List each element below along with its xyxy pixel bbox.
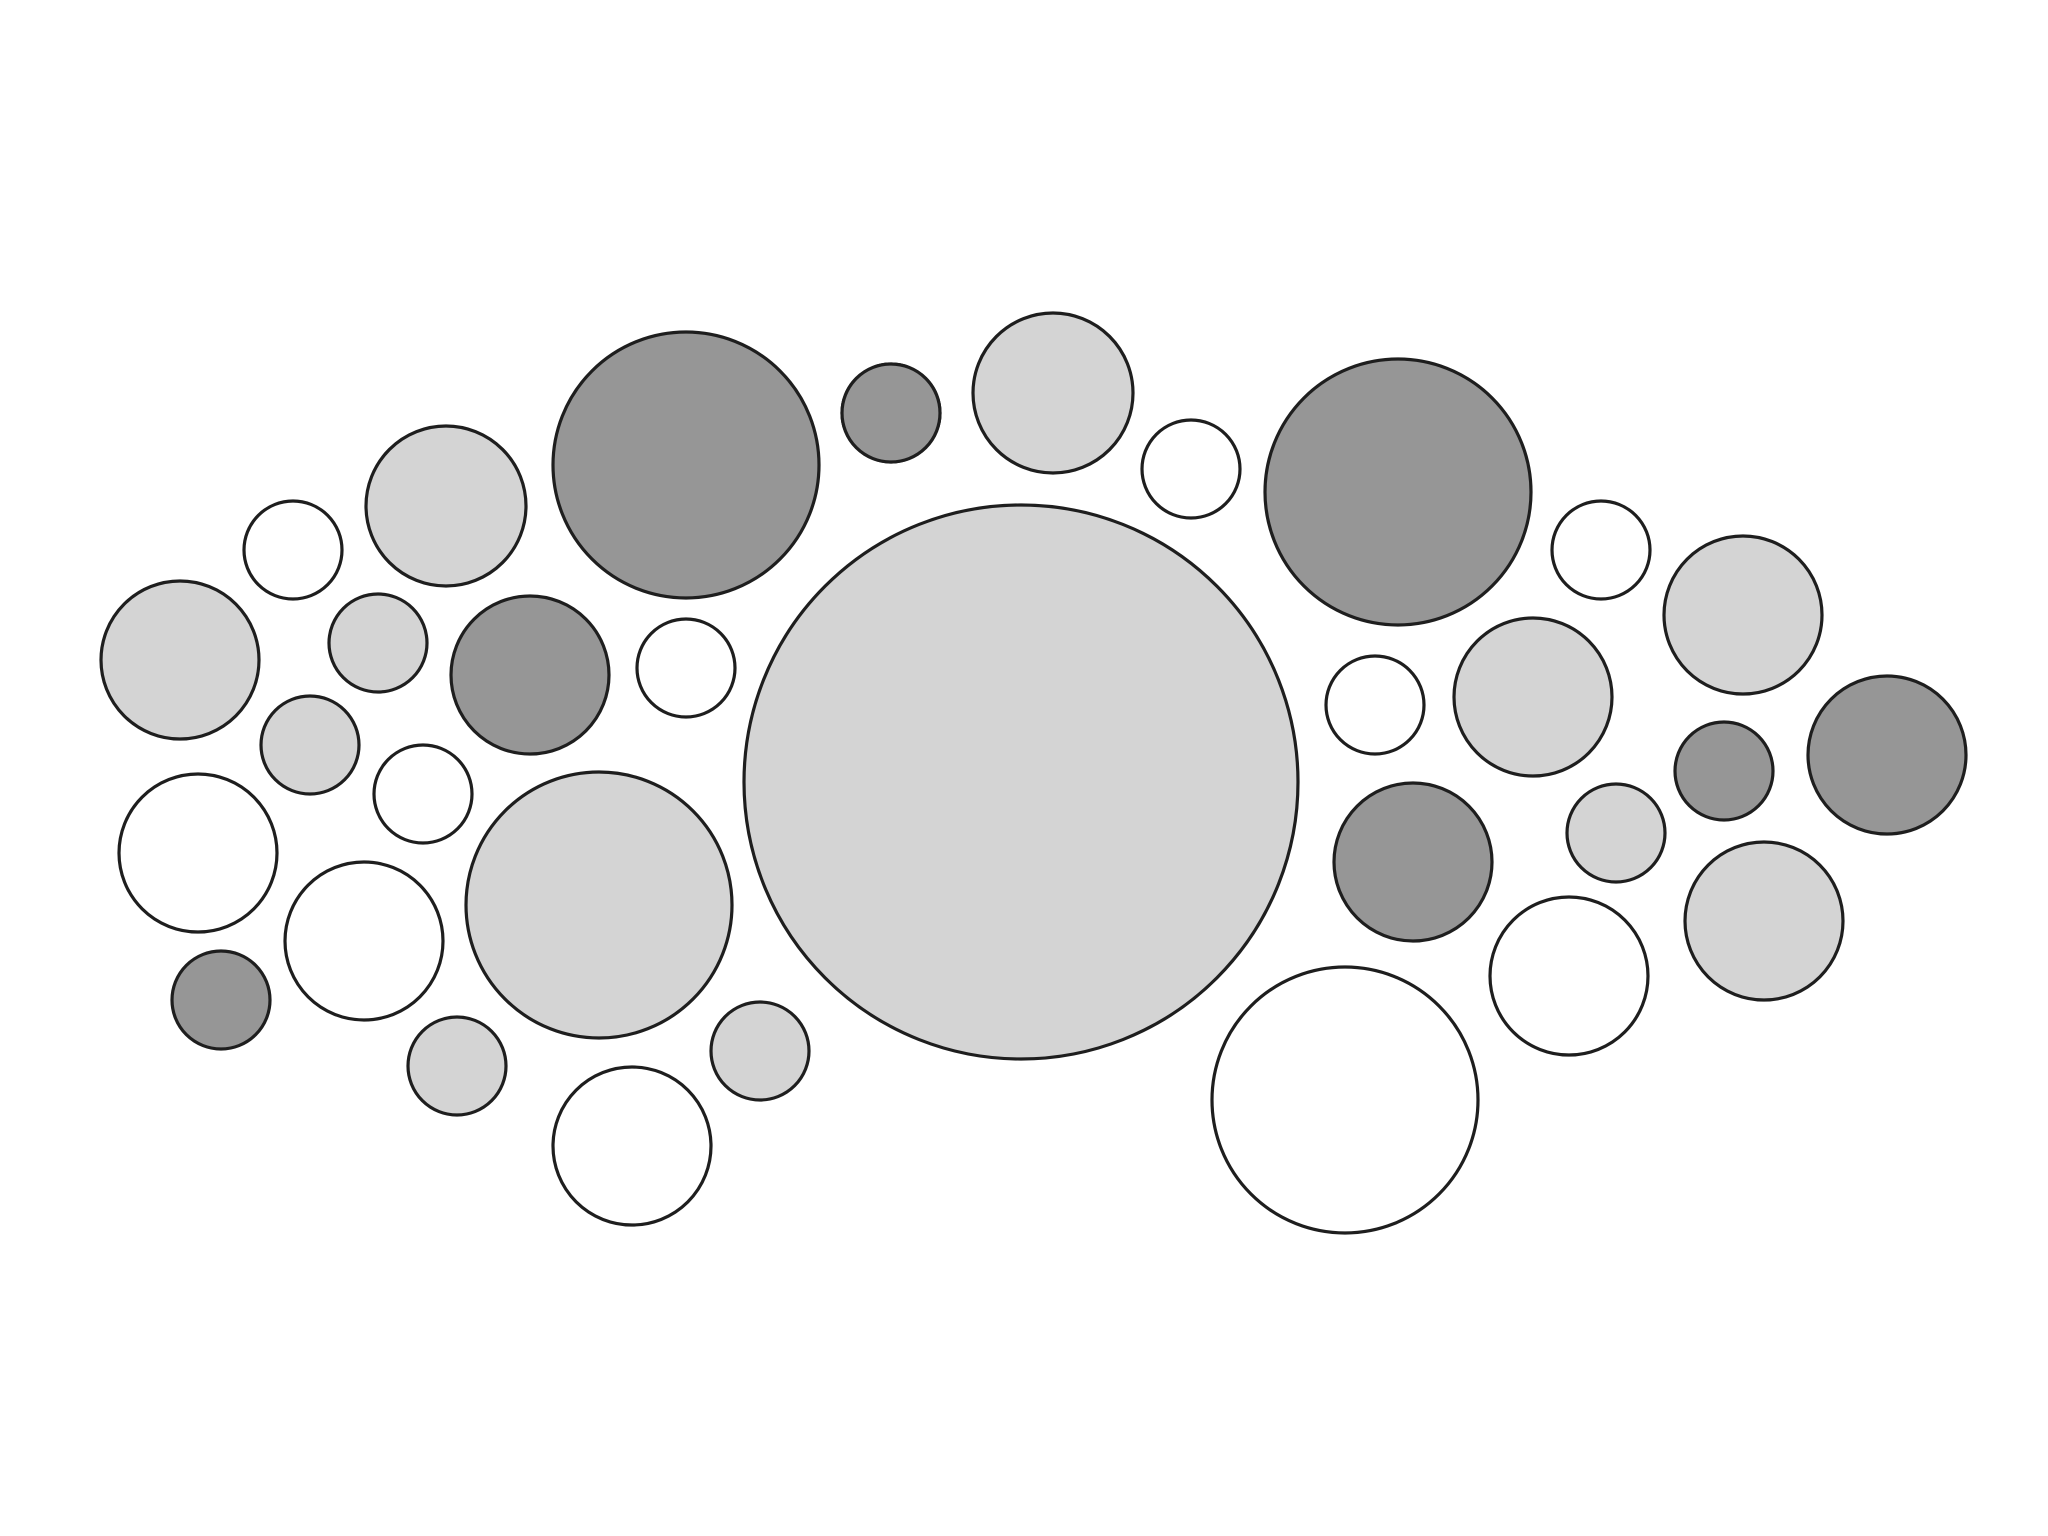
bubble-dark-32 [840, 362, 942, 464]
bubble-white-19 [117, 772, 279, 934]
bubble-dark-22 [1332, 781, 1494, 943]
bubble-white-16 [1324, 654, 1426, 756]
bubble-white-2 [242, 499, 344, 601]
bubble-light-31 [406, 1015, 508, 1117]
bubble-dark-18 [1806, 674, 1968, 836]
bubble-white-34 [551, 1065, 713, 1227]
bubble-light-3 [364, 424, 528, 588]
bubble-white-27 [1488, 895, 1650, 1057]
bubble-white-9 [1550, 499, 1652, 601]
bubble-light-11 [1662, 534, 1824, 696]
bubble-white-8 [1140, 418, 1242, 520]
bubble-dark-12 [449, 594, 611, 756]
bubble-light-28 [464, 770, 734, 1040]
bubble-light-33 [709, 1000, 811, 1102]
bubble-light-1 [99, 579, 261, 741]
bubble-white-30 [1210, 965, 1480, 1235]
bubble-group [99, 311, 1968, 1235]
bubble-light-17 [1452, 616, 1614, 778]
bubble-dark-7 [1263, 357, 1533, 627]
bubble-light-6 [971, 311, 1135, 475]
bubble-dark-21 [1673, 720, 1775, 822]
bubble-light-15 [742, 503, 1300, 1061]
bubble-light-20 [259, 694, 361, 796]
bubble-dark-4 [551, 330, 821, 600]
bubble-white-23 [372, 743, 474, 845]
bubble-light-24 [1565, 782, 1667, 884]
bubble-dark-29 [170, 949, 272, 1051]
bubble-white-14 [635, 617, 737, 719]
bubble-light-13 [327, 592, 429, 694]
bubble-white-25 [283, 860, 445, 1022]
bubble-light-26 [1683, 840, 1845, 1002]
